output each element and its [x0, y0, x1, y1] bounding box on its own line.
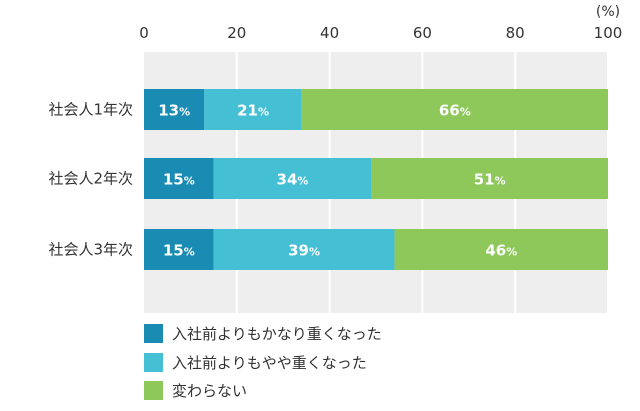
bar-value-unit: %	[460, 106, 471, 119]
bar-value-number: 46	[485, 242, 506, 260]
category-label: 社会人3年次	[48, 241, 133, 259]
bar-value-number: 13	[158, 102, 179, 120]
bar-segment	[144, 89, 205, 130]
category-label: 社会人2年次	[48, 170, 133, 188]
bar-value-unit: %	[297, 175, 308, 188]
bar-value-unit: %	[184, 246, 195, 259]
bar-value-label: 15%	[163, 242, 195, 260]
bar-value-unit: %	[495, 175, 506, 188]
bar-value-number: 66	[439, 102, 460, 120]
bar-value-unit: %	[258, 106, 269, 119]
bar-segment	[371, 158, 608, 199]
category-label: 社会人1年次	[48, 101, 133, 119]
bar-value-label: 46%	[485, 242, 517, 260]
bar-segment	[144, 229, 214, 270]
bar-value-label: 15%	[163, 171, 195, 189]
legend-swatch	[144, 381, 163, 400]
bar-value-label: 21%	[237, 102, 269, 120]
bar-segment	[213, 158, 372, 199]
legend-swatch	[144, 353, 163, 372]
bar-segment	[213, 229, 395, 270]
unit-label: (%)	[596, 4, 620, 20]
x-tick-label: 40	[320, 24, 339, 42]
x-tick-label: 100	[594, 24, 623, 42]
bar-segment	[301, 89, 608, 130]
bar-value-unit: %	[309, 246, 320, 259]
bar-value-number: 15	[163, 171, 184, 189]
bar-segment	[394, 229, 608, 270]
bar-value-unit: %	[506, 246, 517, 259]
legend-swatch	[144, 324, 163, 343]
bar-value-number: 34	[277, 171, 298, 189]
bar-segment	[144, 158, 214, 199]
bar-value-label: 51%	[474, 171, 506, 189]
legend-label: 変わらない	[172, 382, 247, 400]
bar-value-label: 66%	[439, 102, 471, 120]
bar-value-number: 15	[163, 242, 184, 260]
bar-value-number: 51	[474, 171, 495, 189]
x-tick-label: 0	[139, 24, 149, 42]
bar-segment	[204, 89, 302, 130]
bar-value-label: 13%	[158, 102, 190, 120]
legend-label: 入社前よりもかなり重くなった	[172, 325, 382, 343]
bar-value-number: 21	[237, 102, 258, 120]
x-tick-label: 80	[506, 24, 525, 42]
bar-value-number: 39	[288, 242, 309, 260]
bar-value-label: 34%	[277, 171, 309, 189]
bar-value-label: 39%	[288, 242, 320, 260]
bar-value-unit: %	[179, 106, 190, 119]
bar-value-unit: %	[184, 175, 195, 188]
x-tick-label: 20	[227, 24, 246, 42]
x-tick-label: 60	[413, 24, 432, 42]
legend-label: 入社前よりもやや重くなった	[172, 354, 367, 372]
